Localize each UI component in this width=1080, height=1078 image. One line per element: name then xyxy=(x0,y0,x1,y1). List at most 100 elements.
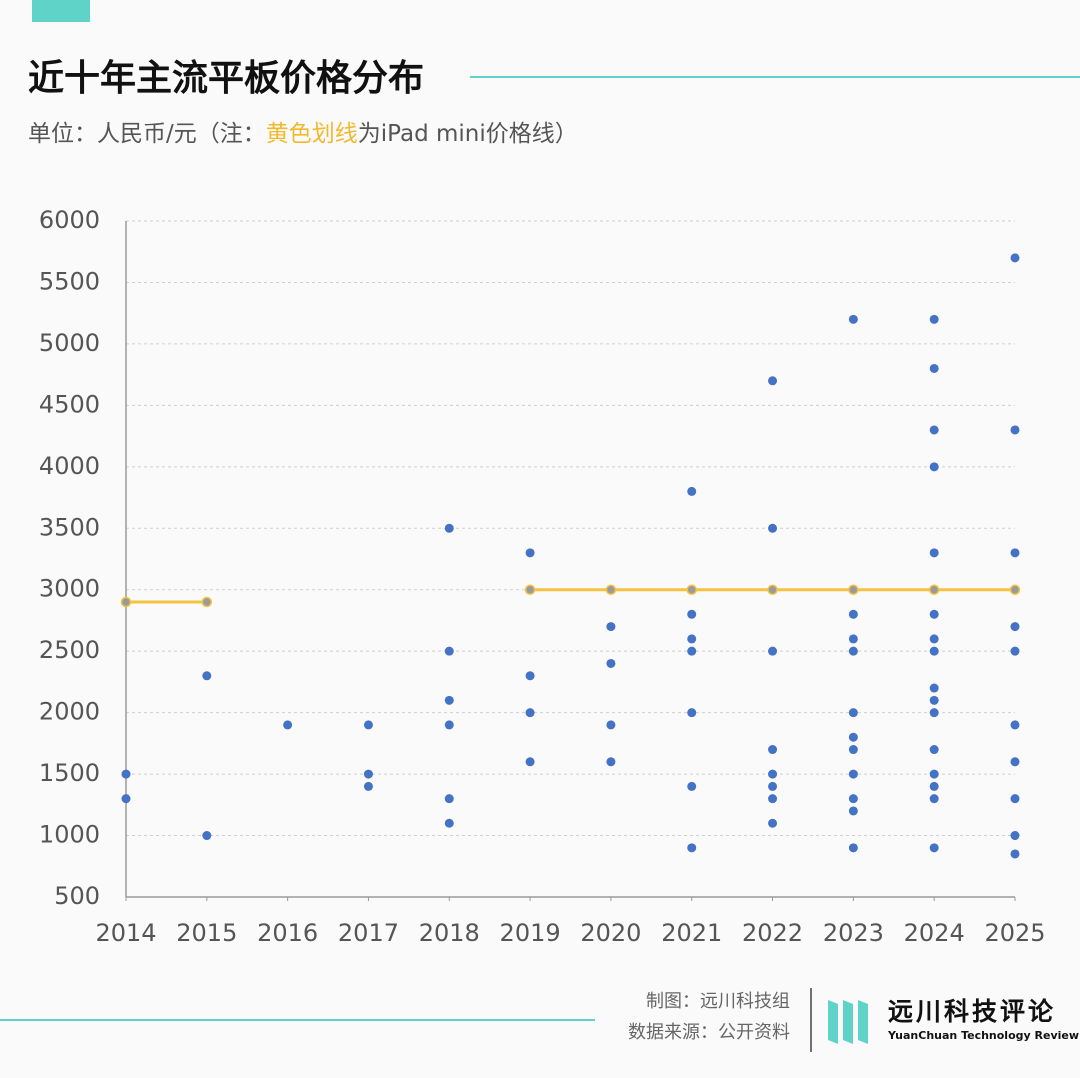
point xyxy=(606,622,616,632)
point xyxy=(929,695,939,705)
line-marker xyxy=(686,584,697,595)
x-tick-label: 2018 xyxy=(419,919,480,947)
point xyxy=(929,745,939,755)
line-marker xyxy=(120,596,132,608)
point xyxy=(929,781,939,791)
logo xyxy=(828,1000,868,1044)
brand-en: YuanChuan Technology Review xyxy=(887,1029,1079,1042)
brand: 远川科技评论 xyxy=(888,997,1056,1026)
logo-bar xyxy=(858,1000,868,1044)
y-tick-label: 500 xyxy=(54,882,100,910)
point xyxy=(929,634,939,644)
subtitle-highlight: 黄色划线 xyxy=(266,121,358,147)
subtitle: 单位：人民币/元（注：黄色划线为iPad mini价格线） xyxy=(28,121,578,147)
point xyxy=(768,794,778,804)
point xyxy=(687,486,697,496)
credit: 制图：远川科技组 xyxy=(646,991,790,1012)
point xyxy=(687,634,697,644)
point xyxy=(687,843,697,853)
point xyxy=(848,732,858,742)
point xyxy=(525,671,535,681)
point xyxy=(121,769,131,779)
subtitle-part: 为iPad mini价格线） xyxy=(358,121,578,147)
point xyxy=(929,769,939,779)
point xyxy=(1010,794,1020,804)
y-tick-label: 3500 xyxy=(39,513,100,541)
accent-block xyxy=(32,0,90,22)
point xyxy=(1010,757,1020,767)
y-tick-label: 4000 xyxy=(39,452,100,480)
point xyxy=(444,523,454,533)
point xyxy=(1010,720,1020,730)
point xyxy=(363,720,373,730)
point xyxy=(202,831,212,841)
point xyxy=(444,695,454,705)
point xyxy=(768,646,778,656)
point xyxy=(1010,831,1020,841)
y-tick-label: 5000 xyxy=(39,329,100,357)
y-tick-label: 1500 xyxy=(39,759,100,787)
point xyxy=(606,720,616,730)
point xyxy=(1010,425,1020,435)
point xyxy=(929,646,939,656)
point xyxy=(444,646,454,656)
y-tick-label: 1000 xyxy=(39,821,100,849)
point xyxy=(848,634,858,644)
subtitle-part: 单位：人民币/元（注： xyxy=(28,121,266,147)
x-tick-label: 2019 xyxy=(500,919,561,947)
x-tick-label: 2014 xyxy=(95,919,156,947)
line-marker xyxy=(524,584,536,595)
y-tick-label: 2500 xyxy=(39,636,100,664)
point xyxy=(929,843,939,853)
point xyxy=(768,523,778,533)
source: 数据来源：公开资料 xyxy=(628,1022,790,1043)
point xyxy=(525,548,535,558)
point xyxy=(929,708,939,718)
point xyxy=(848,609,858,619)
logo-bar xyxy=(828,1000,838,1044)
point xyxy=(768,745,778,755)
point xyxy=(1010,253,1020,263)
point xyxy=(929,363,939,373)
point xyxy=(848,806,858,816)
point xyxy=(848,843,858,853)
point xyxy=(444,720,454,730)
point xyxy=(363,781,373,791)
point xyxy=(606,658,616,668)
point xyxy=(929,609,939,619)
point xyxy=(687,708,697,718)
point xyxy=(929,548,939,558)
point xyxy=(687,781,697,791)
point xyxy=(848,314,858,324)
line-marker xyxy=(605,584,617,595)
logo-bar xyxy=(843,1000,853,1044)
x-tick-label: 2017 xyxy=(338,919,399,947)
x-tick-label: 2023 xyxy=(823,919,884,947)
y-tick-label: 5500 xyxy=(39,267,100,295)
point xyxy=(768,376,778,386)
x-tick-label: 2016 xyxy=(257,919,318,947)
point xyxy=(929,314,939,324)
point xyxy=(202,671,212,681)
point xyxy=(929,425,939,435)
point xyxy=(525,757,535,767)
point xyxy=(929,794,939,804)
point xyxy=(1010,622,1020,632)
point xyxy=(606,757,616,767)
point xyxy=(848,794,858,804)
line-marker xyxy=(848,584,859,595)
point xyxy=(363,769,373,779)
line-marker xyxy=(201,596,213,608)
x-tick-label: 2020 xyxy=(580,919,641,947)
x-tick-label: 2021 xyxy=(661,919,722,947)
point xyxy=(283,720,293,730)
chart-title: 近十年主流平板价格分布 xyxy=(28,58,424,99)
x-tick-label: 2022 xyxy=(742,919,803,947)
point xyxy=(1010,548,1020,558)
y-tick-label: 2000 xyxy=(39,698,100,726)
point xyxy=(929,462,939,472)
point xyxy=(848,646,858,656)
point xyxy=(687,646,697,656)
